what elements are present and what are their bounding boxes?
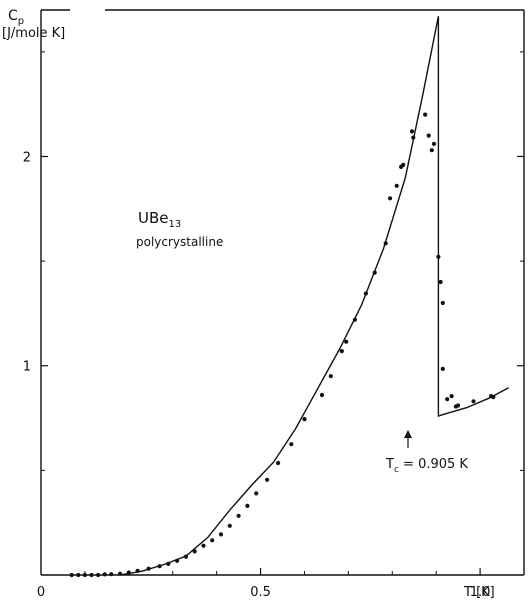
y-tick-label: 2 <box>23 150 31 165</box>
data-point <box>440 300 445 306</box>
data-point <box>76 572 81 578</box>
data-point <box>409 129 415 134</box>
data-point <box>363 291 368 296</box>
data-point <box>146 566 151 571</box>
ylabel-symbol: Cp <box>8 8 24 27</box>
sample-label: polycrystalline <box>136 235 223 249</box>
data-point <box>394 183 399 188</box>
data-point <box>69 572 74 578</box>
x-tick-label: 1.0 <box>470 585 491 600</box>
data-point <box>157 564 162 569</box>
data-point <box>431 141 437 146</box>
chart-labels: Cp [J/mole K] T [K] UBe13 polycrystallin… <box>2 8 495 600</box>
data-points-layer <box>69 112 496 578</box>
data-point <box>96 572 101 578</box>
x-tick-label: 0.5 <box>250 585 271 600</box>
data-point <box>102 572 107 577</box>
data-point <box>372 270 377 275</box>
data-point <box>89 572 94 578</box>
data-point <box>276 460 281 466</box>
data-point <box>429 148 434 153</box>
data-point <box>126 570 131 575</box>
data-point <box>254 491 259 496</box>
data-point <box>135 568 140 573</box>
data-point <box>175 558 180 563</box>
data-point <box>82 572 87 578</box>
ylabel-units: [J/mole K] <box>2 26 65 41</box>
data-point <box>449 394 454 399</box>
data-point <box>218 532 224 537</box>
xlabel: T [K] <box>463 585 495 600</box>
tc-arrow <box>404 430 412 448</box>
data-point <box>436 254 441 259</box>
data-point <box>183 554 188 559</box>
data-point <box>352 317 357 322</box>
data-point <box>245 503 250 508</box>
data-point <box>344 339 349 344</box>
data-point <box>440 366 445 371</box>
x-tick-label: 0 <box>37 585 45 600</box>
data-point <box>401 162 406 167</box>
data-point <box>166 561 171 567</box>
data-point <box>117 571 123 576</box>
data-point <box>423 112 428 117</box>
data-point <box>201 543 206 548</box>
data-point <box>210 538 215 543</box>
data-point <box>289 442 294 447</box>
data-point <box>456 403 461 408</box>
y-tick-label: 1 <box>23 360 31 375</box>
data-point <box>265 477 270 482</box>
data-point <box>319 392 325 398</box>
data-point <box>471 399 476 404</box>
data-point <box>302 417 307 422</box>
data-point <box>109 572 114 577</box>
data-point <box>328 374 333 379</box>
data-point <box>339 349 344 354</box>
tc-label: Tc = 0.905 K <box>385 457 468 475</box>
compound-label: UBe13 <box>138 209 181 230</box>
data-point <box>411 135 416 140</box>
data-point <box>192 549 197 554</box>
data-point <box>383 241 388 246</box>
data-point <box>426 133 431 138</box>
data-point <box>227 523 232 528</box>
data-point <box>445 397 450 402</box>
data-point <box>491 395 496 400</box>
data-point <box>236 513 241 518</box>
data-point <box>438 279 443 285</box>
data-point <box>388 196 393 201</box>
